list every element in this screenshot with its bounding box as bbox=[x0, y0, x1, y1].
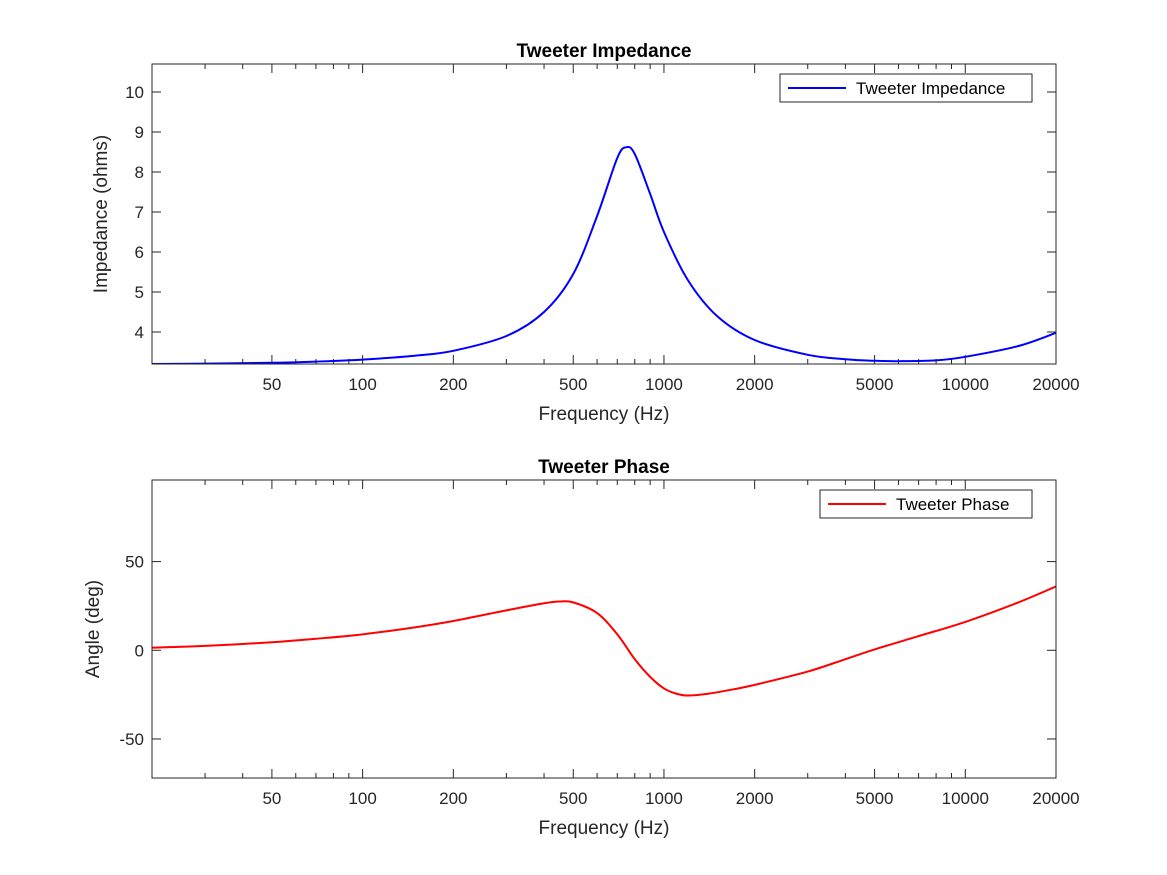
phase-legend: Tweeter Phase bbox=[819, 489, 1033, 519]
phase-x-tick-label: 1000 bbox=[645, 789, 683, 808]
phase-x-tick-label: 500 bbox=[559, 789, 587, 808]
impedance-y-tick-label: 4 bbox=[135, 323, 144, 342]
impedance-x-tick-label: 500 bbox=[559, 375, 587, 394]
impedance-x-tick-label: 20000 bbox=[1032, 375, 1079, 394]
impedance-chart: 50 100 200 500 1000 2000 5000 10000 20000 4 5 6 7 8 9 1… bbox=[91, 41, 1080, 425]
impedance-y-tick-label: 7 bbox=[135, 203, 144, 222]
impedance-y-tick-label: 9 bbox=[135, 123, 144, 142]
impedance-y-tick-label: 5 bbox=[135, 283, 144, 302]
impedance-x-tick-label: 10000 bbox=[942, 375, 989, 394]
impedance-chart-title: Tweeter Impedance bbox=[517, 41, 692, 62]
phase-x-tick-label: 100 bbox=[348, 789, 376, 808]
phase-axes-box bbox=[151, 479, 1057, 779]
phase-x-tick-label: 10000 bbox=[942, 789, 989, 808]
impedance-x-axis-label: Frequency (Hz) bbox=[539, 404, 670, 425]
phase-x-tick-label: 2000 bbox=[736, 789, 774, 808]
impedance-x-tick-label: 100 bbox=[348, 375, 376, 394]
impedance-y-tick-label: 6 bbox=[135, 243, 144, 262]
impedance-x-tick-label: 2000 bbox=[736, 375, 774, 394]
phase-series-line bbox=[152, 585, 1056, 697]
phase-y-axis-label: Angle (deg) bbox=[83, 580, 104, 678]
impedance-legend-label: Tweeter Impedance bbox=[856, 79, 1005, 98]
phase-y-tick-label: -50 bbox=[119, 730, 144, 749]
phase-plot-area bbox=[152, 480, 1056, 778]
impedance-axes-box bbox=[151, 63, 1057, 365]
impedance-x-tick-label: 200 bbox=[439, 375, 467, 394]
impedance-x-tick-label: 5000 bbox=[856, 375, 894, 394]
impedance-legend: Tweeter Impedance bbox=[779, 73, 1033, 103]
phase-x-axis-label: Frequency (Hz) bbox=[539, 818, 670, 839]
impedance-y-tick-label: 8 bbox=[135, 163, 144, 182]
phase-x-tick-label: 20000 bbox=[1032, 789, 1079, 808]
impedance-series-line bbox=[152, 145, 1056, 364]
impedance-plot-area bbox=[152, 64, 1056, 364]
phase-y-tick-label: 50 bbox=[125, 553, 144, 572]
phase-chart-title: Tweeter Phase bbox=[538, 457, 670, 478]
impedance-y-axis-label: Impedance (ohms) bbox=[91, 135, 112, 293]
impedance-x-tick-label: 50 bbox=[262, 375, 281, 394]
phase-x-tick-label: 5000 bbox=[856, 789, 894, 808]
phase-x-tick-label: 50 bbox=[262, 789, 281, 808]
phase-x-tick-label: 200 bbox=[439, 789, 467, 808]
phase-legend-label: Tweeter Phase bbox=[896, 495, 1009, 514]
phase-y-tick-label: 0 bbox=[135, 641, 144, 660]
impedance-y-tick-label: 10 bbox=[125, 83, 144, 102]
phase-chart: 50 100 200 500 1000 2000 5000 10000 20000 -50 0 50 T… bbox=[83, 457, 1080, 839]
impedance-x-tick-label: 1000 bbox=[645, 375, 683, 394]
